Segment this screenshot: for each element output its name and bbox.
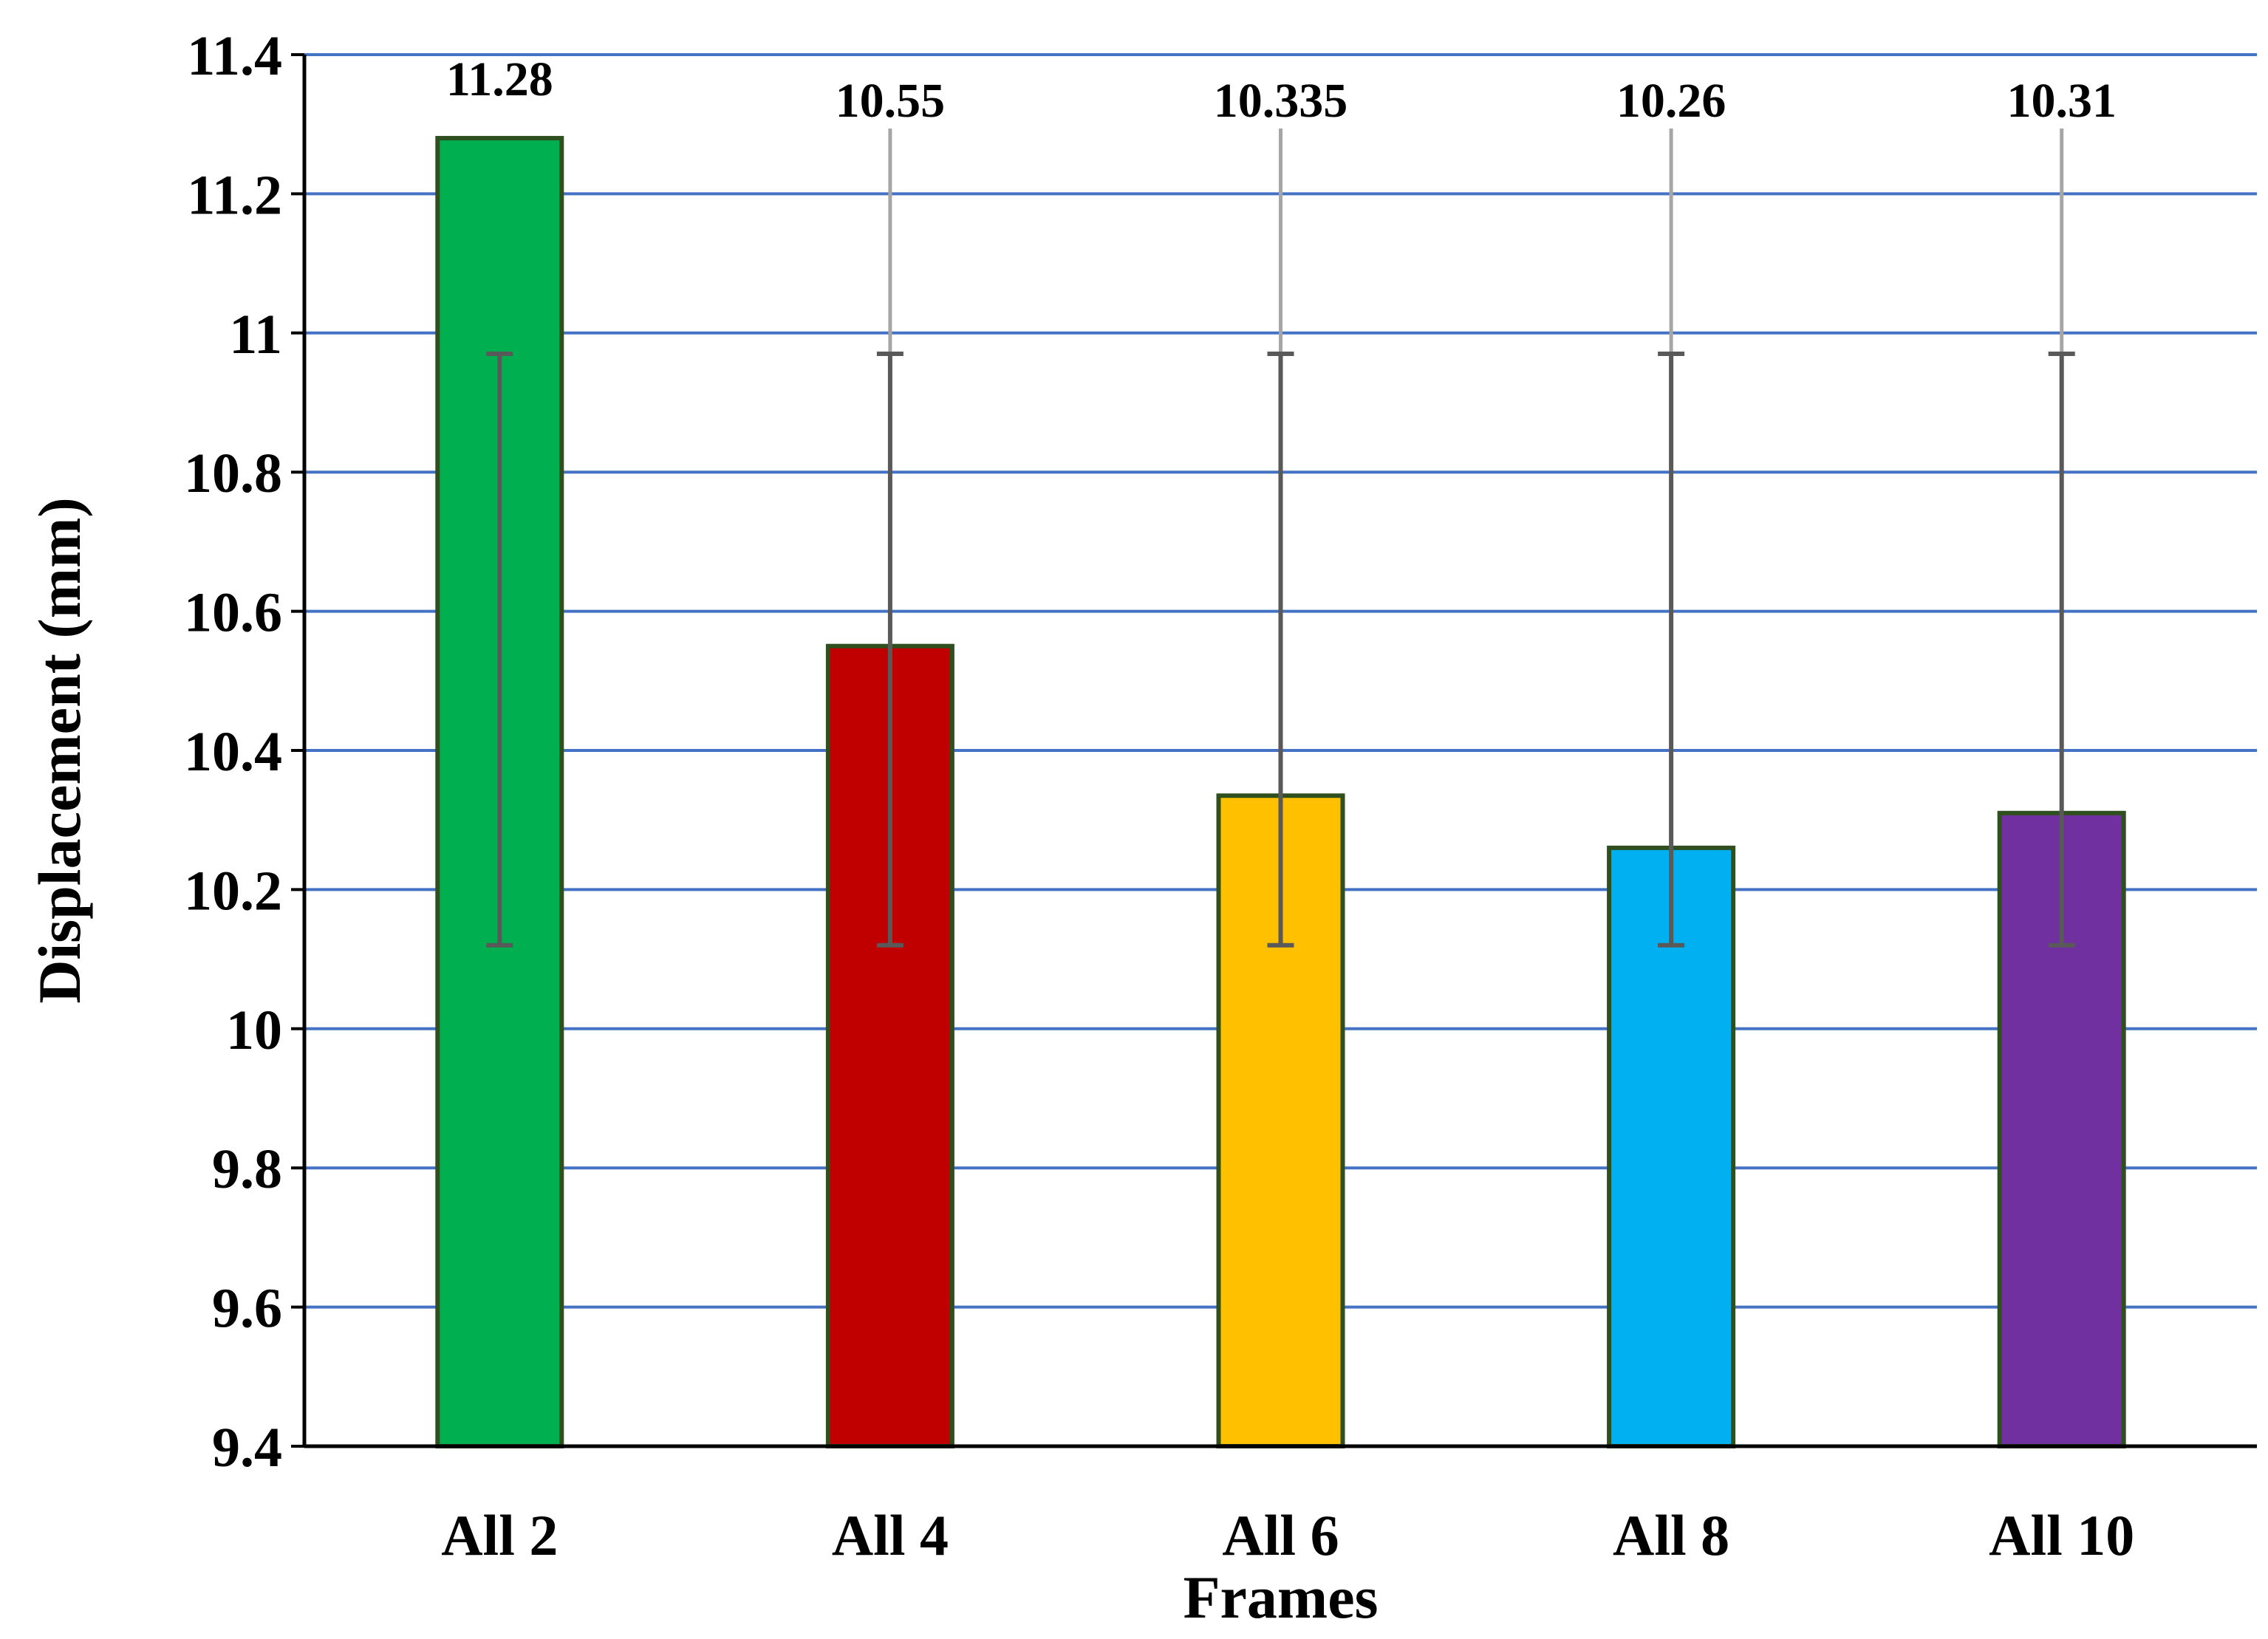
data-labels: 11.28 10.55 10.335 10.26 10.31 [446,52,2117,128]
data-label: 11.28 [446,52,553,106]
data-label: 10.26 [1616,74,1726,128]
x-tick-label: All 10 [1989,1503,2134,1567]
y-axis-title: Displacement (mm) [26,497,93,1003]
y-tick-labels: 9.4 9.6 9.8 10 10.2 10.4 10.6 10.8 11 11.2 11.4 [184,25,282,1479]
data-label: 10.31 [2006,74,2117,128]
x-tick-label: All 6 [1222,1503,1339,1567]
y-tick-label: 11.2 [187,164,282,226]
x-tick-labels: All 2 All 4 All 6 All 8 All 10 [441,1503,2134,1567]
label-leaders [888,129,2064,848]
data-label: 10.335 [1214,74,1348,128]
y-tick-label: 10.2 [184,860,282,922]
bars [435,136,2126,1449]
y-tick-label: 10.6 [184,582,282,644]
x-tick-label: All 2 [441,1503,558,1567]
y-tick-label: 10.4 [184,721,282,783]
x-tick-label: All 4 [832,1503,949,1567]
y-tick-label: 11 [229,304,282,366]
y-tick-label: 11.4 [187,25,282,87]
y-tick-label: 9.4 [212,1417,282,1479]
y-tick-label: 10 [226,999,282,1061]
y-tick-label: 9.6 [212,1278,282,1340]
y-tick-label: 9.8 [212,1138,282,1200]
axes [302,55,2257,1448]
y-tick-label: 10.8 [184,442,282,504]
error-bars [486,352,2075,948]
data-label: 10.55 [836,74,946,128]
x-axis-title: Frames [1183,1564,1378,1631]
x-tick-label: All 8 [1613,1503,1729,1567]
